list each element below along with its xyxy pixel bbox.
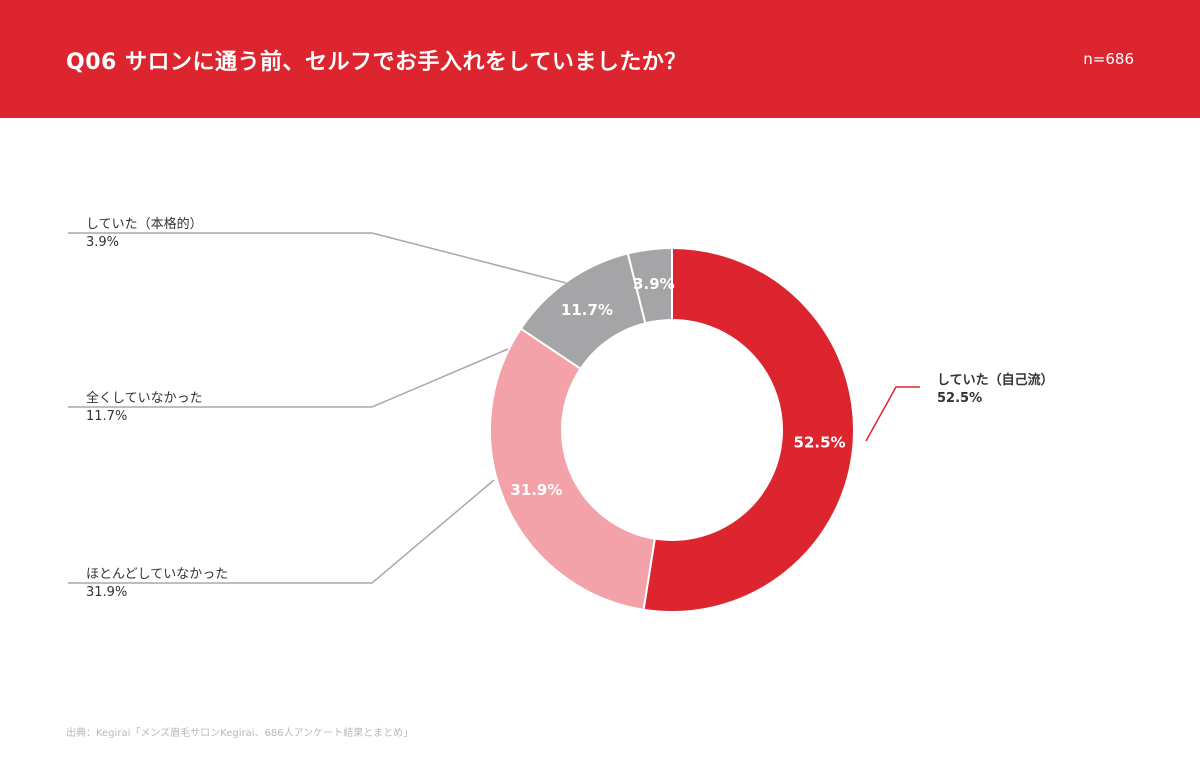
slice-value-label: 11.7% [561,301,613,319]
slice-value-label: 31.9% [510,481,562,499]
slice-value-label: 3.9% [633,275,675,293]
legend-label: していた（本格的） [86,216,203,232]
slice-value-label: 52.5% [794,434,846,452]
legend-label: 全くしていなかった [86,390,203,406]
legend-label: ほとんどしていなかった [86,567,228,582]
donut-slice [489,327,656,611]
legend-value: 11.7% [86,409,127,424]
leader-line [68,232,567,284]
chart-title: Q06 サロンに通う前、セルフでお手入れをしていましたか？ [66,50,687,75]
leader-line [68,479,495,584]
source-note: 出典：Kegirai「メンズ眉毛サロンKegirai、686人アンケート結果とま… [66,728,414,739]
legend-value: 52.5% [937,391,982,406]
leader-line [68,348,509,408]
header-bar: Q06 サロンに通う前、セルフでお手入れをしていましたか？ n=686 [0,0,1200,118]
legend-value: 3.9% [86,235,119,250]
legend-label: していた（自己流） [937,372,1054,388]
donut-slice [642,246,855,613]
donut-slice [626,246,673,325]
leader-line [865,386,920,442]
legend-value: 31.9% [86,585,127,600]
sample-size: n=686 [1083,50,1134,68]
